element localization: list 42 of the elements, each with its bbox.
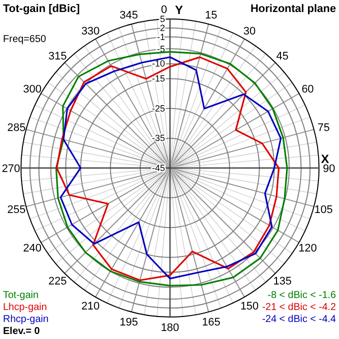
spoke-label: 180 [160,322,180,334]
spoke-label: 345 [120,9,138,22]
y-tick-label: -5 [156,44,165,54]
spoke-label: 225 [48,275,67,288]
spoke-label: 285 [7,122,26,134]
y-tick-label: -25 [152,103,165,114]
spoke-label: 240 [23,242,42,254]
y-tick-label: -35 [152,133,165,144]
spoke-label: 105 [314,204,333,216]
spoke-label: 255 [7,204,26,216]
spoke-label: 165 [202,316,220,329]
spoke-label: 45 [276,50,289,63]
spoke-label: 270 [2,163,20,175]
spoke-label: 135 [273,275,292,288]
spoke-label: 315 [48,50,67,63]
spoke-label: 90 [322,163,336,175]
y-tick-label: -1 [156,32,165,42]
text: Y [175,3,184,17]
spoke-label: 330 [81,25,100,38]
spoke-label: 75 [317,122,330,134]
y-tick-label: -15 [152,74,165,84]
text: Elev.= 0 [3,326,40,337]
spoke-label: 30 [243,25,256,38]
text: Rhcp-gain [3,314,49,325]
spoke-label: 120 [298,242,317,254]
spoke-label: 60 [302,84,314,96]
text: Lhcp-gain [3,302,47,313]
spoke-label: 0 [160,4,168,16]
chart-title: Tot-gain [dBic] [3,3,80,15]
spoke-label: 210 [81,300,100,313]
spoke-label: 15 [205,9,218,22]
text: -8 < dBic < -1.6 [268,290,336,301]
text: -21 < dBic < -4.2 [262,302,336,313]
spoke-label: 150 [240,300,259,313]
text: Tot-gain [3,290,39,301]
text: -24 < dBic < -4.4 [262,314,336,325]
y-tick-label: 2 [160,22,165,33]
chart-subtitle: Horizontal plane [250,3,336,15]
spoke-label: 300 [23,84,42,96]
text: Freq=650 [3,34,47,45]
spoke-label: 195 [120,316,138,329]
y-tick-label: -10 [152,58,165,69]
